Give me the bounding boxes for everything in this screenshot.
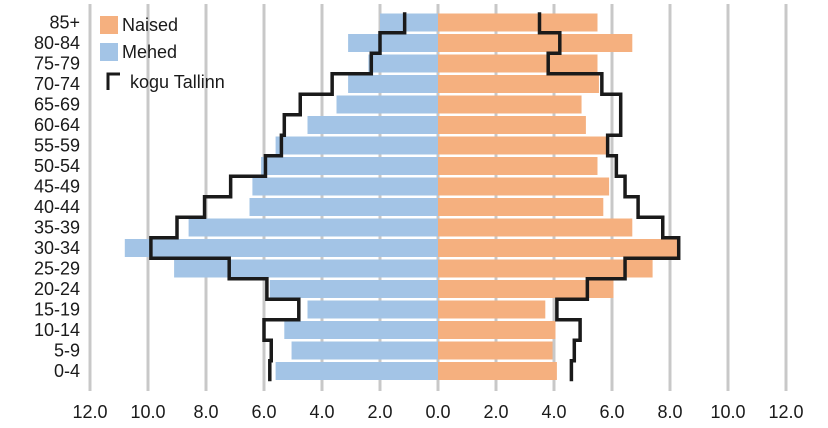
female-bar <box>438 13 598 32</box>
age-group-label: 5-9 <box>54 341 80 361</box>
female-bar <box>438 177 610 196</box>
age-group-label: 40-44 <box>34 197 80 217</box>
age-group-label: 15-19 <box>34 300 80 320</box>
x-tick-label: 10.0 <box>130 402 165 422</box>
male-bar <box>174 259 438 278</box>
age-group-label: 45-49 <box>34 177 80 197</box>
legend-label-total: kogu Tallinn <box>130 72 225 92</box>
legend-swatch-female <box>100 16 118 34</box>
age-group-label: 70-74 <box>34 74 80 94</box>
x-tick-labels: 12.0 10.0 8.0 6.0 4.0 2.0 0.0 2.0 4.0 6.0 8.0 10.0 1… <box>72 402 803 422</box>
x-tick-label: 0.0 <box>425 402 450 422</box>
male-bar <box>380 13 438 32</box>
age-group-label: 0-4 <box>54 361 80 381</box>
age-group-label: 10-14 <box>34 320 80 340</box>
x-tick-label: 8.0 <box>657 402 682 422</box>
total-outline-female <box>537 12 681 382</box>
total-outline <box>149 12 681 382</box>
male-bar <box>261 157 438 175</box>
age-group-label: 80-84 <box>34 33 80 53</box>
legend: Naised Mehed kogu Tallinn <box>100 15 225 92</box>
female-bar <box>438 300 546 319</box>
female-bar <box>438 321 556 339</box>
x-tick-label: 4.0 <box>541 402 566 422</box>
male-bar <box>275 136 438 155</box>
age-group-label: 85+ <box>49 13 80 33</box>
female-bar <box>438 75 599 93</box>
male-bar <box>252 177 438 196</box>
x-tick-label: 4.0 <box>309 402 334 422</box>
female-bar <box>438 239 679 257</box>
x-tick-label: 12.0 <box>72 402 107 422</box>
female-bar <box>438 362 557 380</box>
legend-label-female: Naised <box>122 15 178 35</box>
x-tick-label: 8.0 <box>193 402 218 422</box>
male-bar <box>307 300 438 319</box>
male-bar <box>307 116 438 134</box>
male-bar <box>124 239 439 257</box>
female-bar <box>438 198 604 216</box>
age-group-labels: 0-45-910-1415-1920-2425-2930-3435-3940-4… <box>34 13 80 382</box>
legend-label-male: Mehed <box>122 42 177 62</box>
female-bar <box>438 95 582 114</box>
male-bar <box>348 75 438 93</box>
total-outline-male <box>149 12 407 382</box>
female-bar <box>438 341 553 360</box>
female-bar <box>438 136 607 155</box>
male-bar <box>291 341 438 360</box>
female-bar <box>438 280 614 298</box>
x-tick-label: 6.0 <box>599 402 624 422</box>
male-bar <box>188 218 438 237</box>
age-group-label: 65-69 <box>34 95 80 115</box>
female-bar <box>438 259 653 278</box>
male-bar <box>348 34 438 52</box>
male-bar <box>284 321 438 339</box>
age-group-label: 50-54 <box>34 156 80 176</box>
male-bar <box>336 95 438 114</box>
male-bar <box>269 280 438 298</box>
age-group-label: 20-24 <box>34 279 80 299</box>
age-group-label: 25-29 <box>34 259 80 279</box>
x-tick-label: 10.0 <box>710 402 745 422</box>
male-bar <box>275 362 438 380</box>
female-bar <box>438 54 598 73</box>
legend-icon-total <box>106 72 120 90</box>
female-bar <box>438 157 598 175</box>
male-bar <box>368 54 438 73</box>
bars <box>124 13 679 380</box>
age-group-label: 30-34 <box>34 238 80 258</box>
age-group-label: 75-79 <box>34 54 80 74</box>
x-tick-label: 6.0 <box>251 402 276 422</box>
female-bar <box>438 116 586 134</box>
x-tick-label: 2.0 <box>367 402 392 422</box>
female-bar <box>438 218 633 237</box>
age-group-label: 35-39 <box>34 218 80 238</box>
age-group-label: 55-59 <box>34 136 80 156</box>
male-bar <box>249 198 438 216</box>
female-bar <box>438 34 633 52</box>
age-group-label: 60-64 <box>34 115 80 135</box>
x-tick-label: 12.0 <box>768 402 803 422</box>
x-tick-label: 2.0 <box>483 402 508 422</box>
legend-swatch-male <box>100 43 118 61</box>
